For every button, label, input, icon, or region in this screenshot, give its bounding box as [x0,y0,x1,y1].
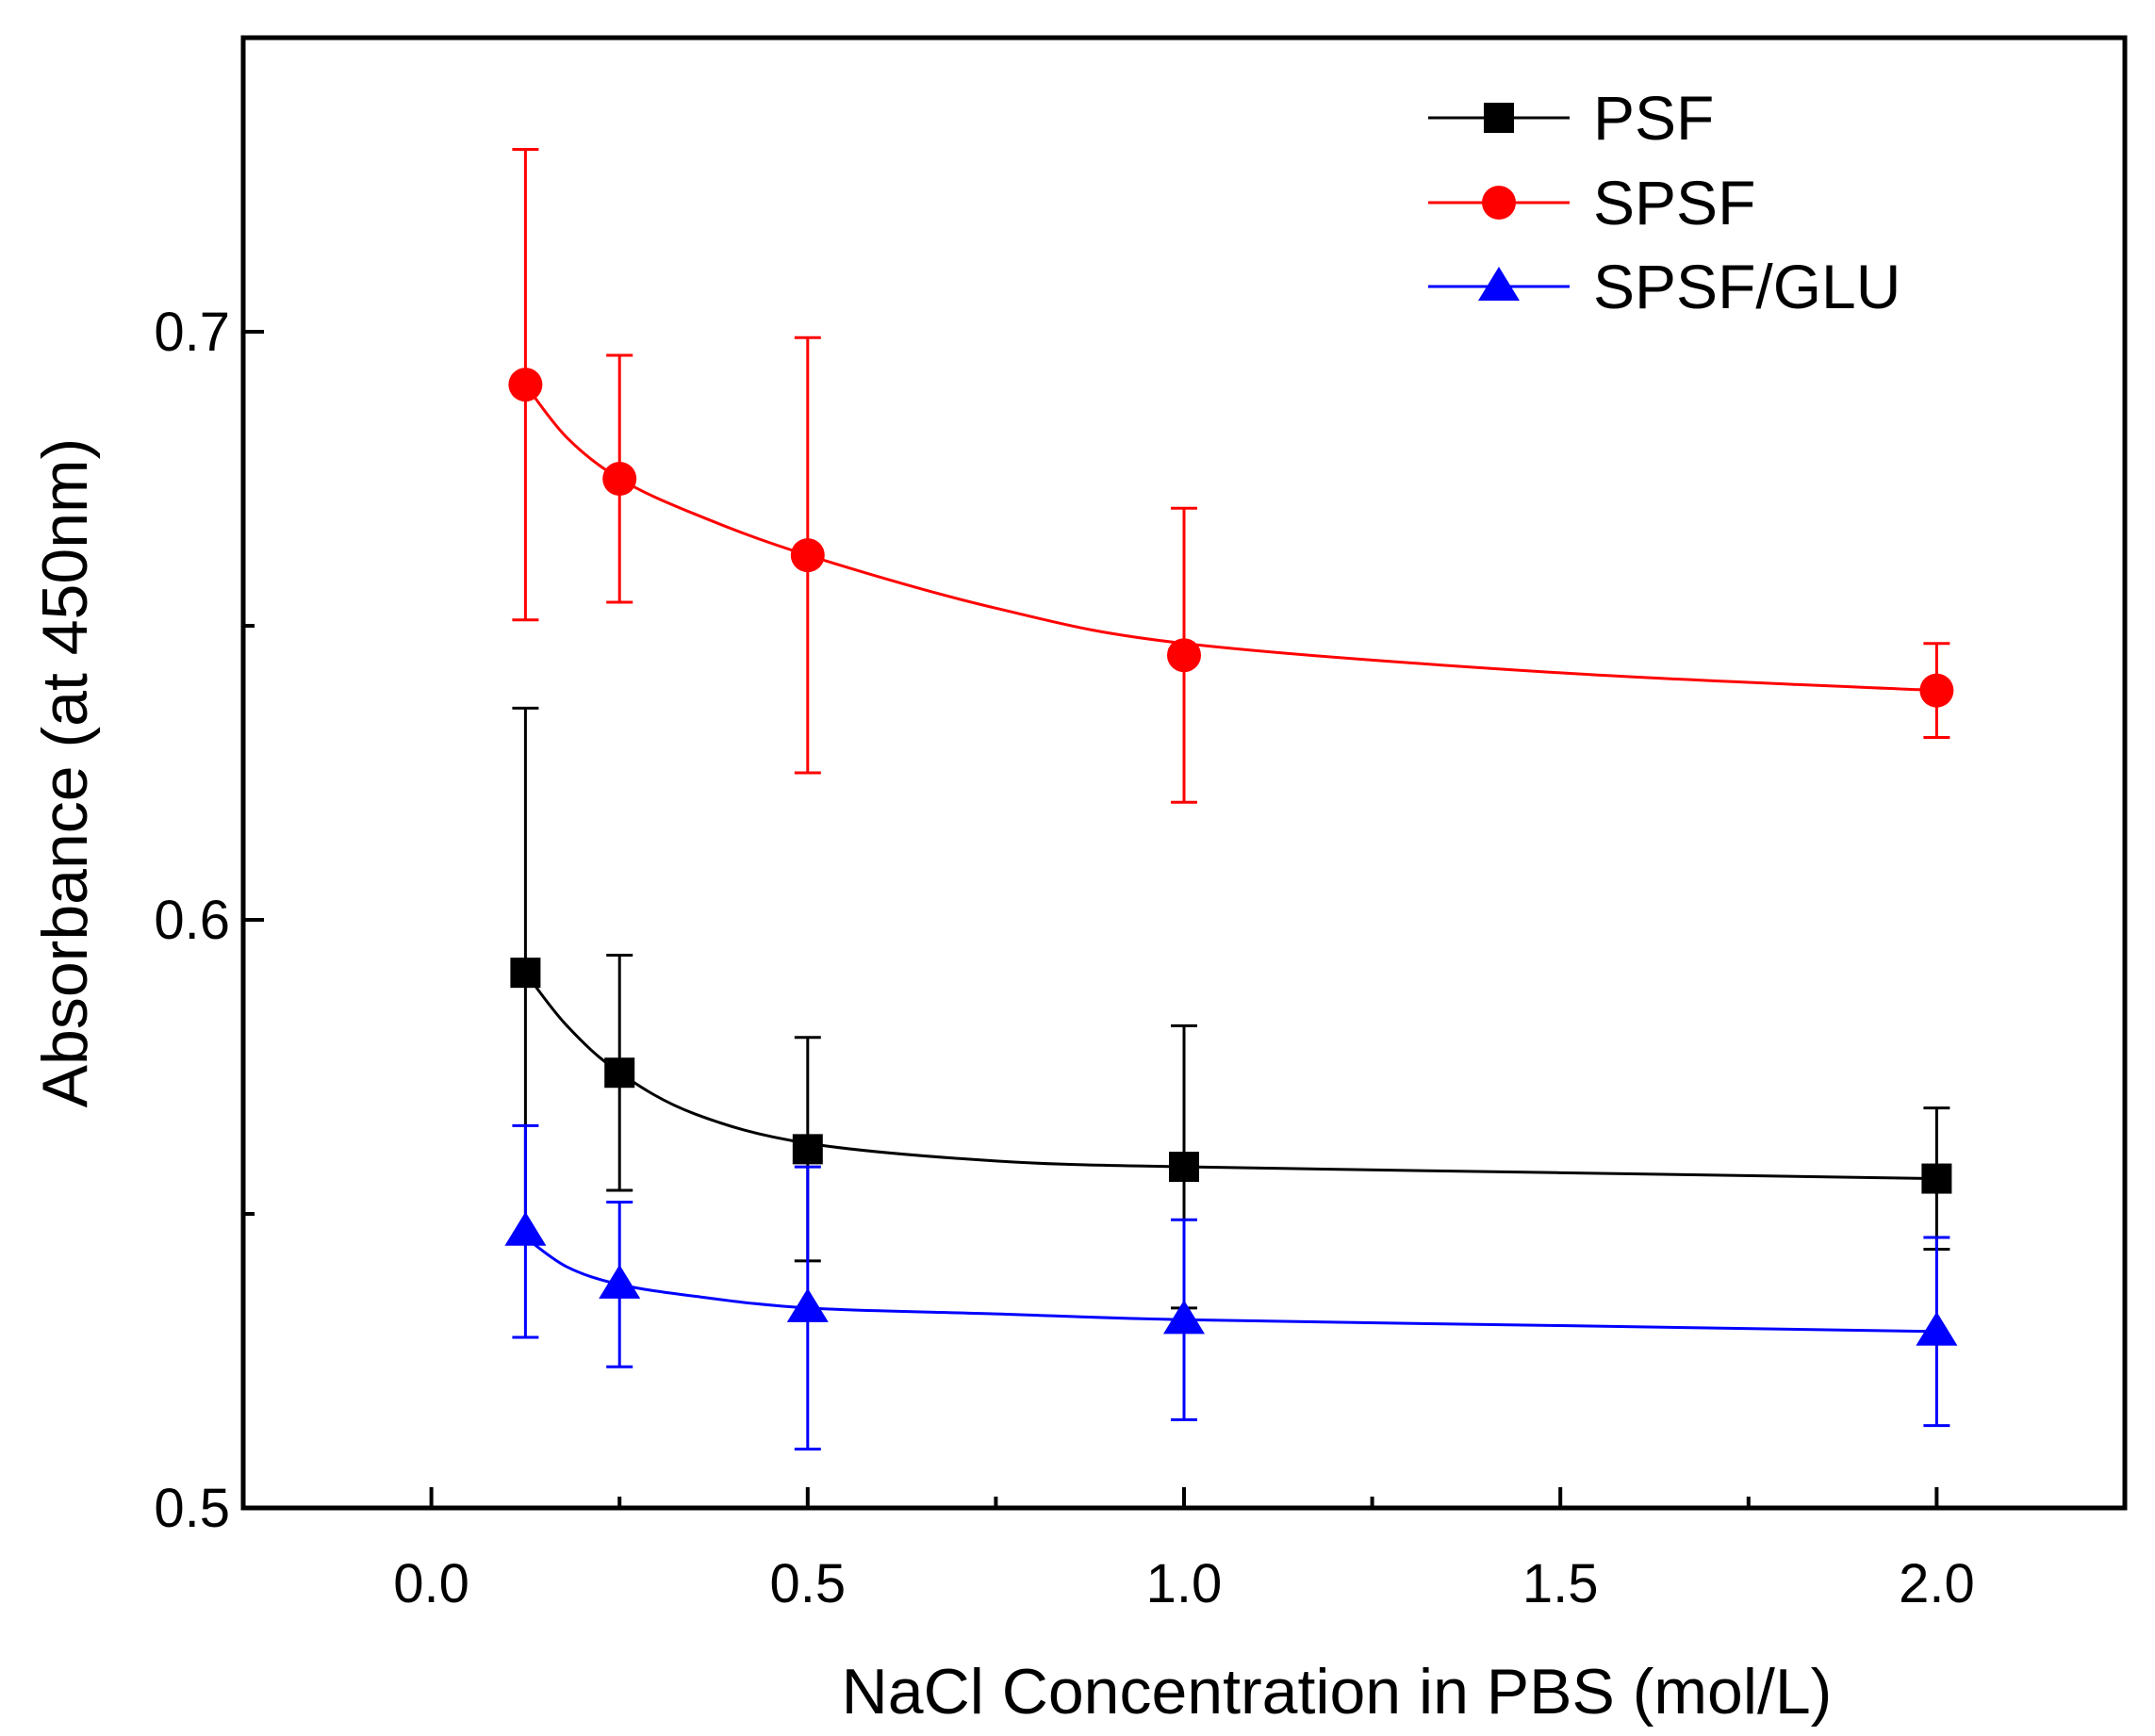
fit-lines [524,384,1937,1334]
data-point-psf [1921,1163,1952,1194]
ticks: 0.0 0.5 1.0 1.5 2.0 0.5 0.6 0.7 [154,302,1974,1614]
data-point-spsf-glu [1916,1311,1958,1346]
y-tick-label: 0.6 [154,890,230,951]
x-tick-label: 1.5 [1522,1553,1599,1614]
x-tick-label: 0.5 [769,1553,846,1614]
data-point-psf [604,1057,635,1089]
data-point-spsf [602,462,637,496]
legend-marker-spsf [1482,186,1516,220]
x-tick-label: 0.0 [393,1553,469,1614]
legend-label-spsf-glu: SPSF/GLU [1593,252,1900,321]
fit-line-series-0 [524,972,1937,1181]
y-axis-title: Absorbance (at 450nm) [29,438,101,1108]
legend-label-psf: PSF [1593,83,1714,153]
legend-marker-spsf-glu [1478,267,1520,301]
data-point-spsf [508,368,543,402]
data-markers [504,368,1958,1346]
data-point-spsf [1919,673,1954,708]
x-tick-label: 2.0 [1899,1553,1975,1614]
legend-label-spsf: SPSF [1593,168,1755,237]
data-point-spsf-glu [599,1264,641,1299]
x-tick-label: 1.0 [1146,1553,1223,1614]
data-point-spsf-glu [1163,1300,1205,1335]
data-point-spsf-glu [786,1287,829,1322]
data-point-psf [510,958,541,989]
y-tick-label: 0.5 [154,1478,230,1539]
data-point-spsf [790,538,825,573]
data-point-psf [1169,1152,1199,1183]
legend: PSF SPSF SPSF/GLU [1428,83,1900,321]
fit-line-series-1 [524,384,1937,693]
error-bars [512,148,1950,1451]
data-point-spsf [1167,638,1201,673]
data-point-spsf-glu [504,1211,547,1246]
x-axis-title: NaCl Concentration in PBS (mol/L) [842,1656,1833,1728]
fit-line-series-2 [524,1236,1937,1334]
legend-marker-psf [1484,103,1514,133]
data-point-psf [792,1134,823,1165]
y-tick-label: 0.7 [154,302,230,363]
